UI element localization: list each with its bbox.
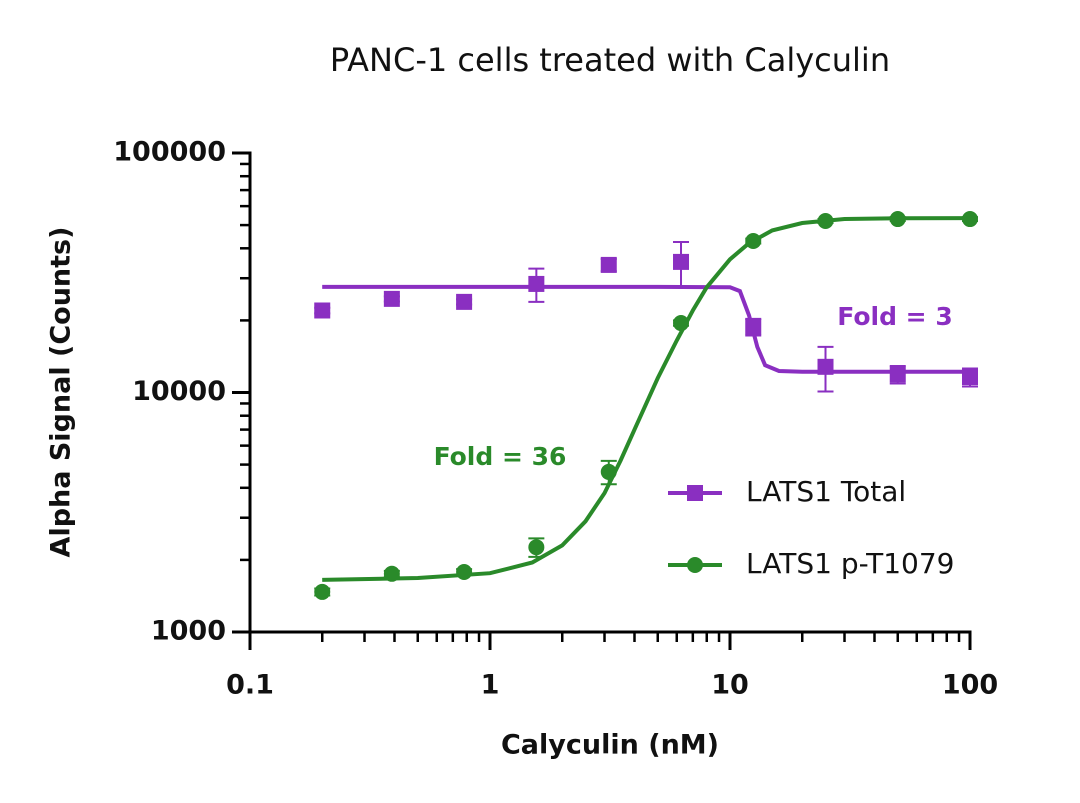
- data-point: [745, 233, 762, 250]
- data-point: [817, 358, 834, 375]
- data-point: [456, 564, 473, 581]
- data-point: [962, 211, 978, 228]
- x-tick-label: 0.1: [226, 670, 274, 701]
- legend-marker: [687, 485, 703, 501]
- y-tick-label: 1000: [151, 616, 226, 647]
- data-point: [456, 293, 473, 310]
- data-point: [383, 565, 400, 582]
- x-tick-label: 1: [481, 670, 500, 701]
- data-point: [962, 369, 978, 386]
- x-tick-label: 10: [711, 670, 749, 701]
- x-tick-label: 100: [942, 670, 998, 701]
- x-axis-label: Calyculin (nM): [501, 730, 719, 761]
- data-point: [600, 256, 617, 273]
- legend-label: LATS1 p-T1079: [746, 547, 954, 580]
- data-point: [889, 211, 906, 228]
- legend-marker: [687, 557, 703, 573]
- data-point: [528, 539, 545, 556]
- data-point: [817, 213, 834, 230]
- data-point: [383, 290, 400, 307]
- chart-title: PANC-1 cells treated with Calyculin: [330, 41, 890, 79]
- y-axis-label: Alpha Signal (Counts): [46, 227, 77, 558]
- data-point: [673, 253, 690, 270]
- data-point: [745, 318, 762, 335]
- y-tick-label: 100000: [113, 137, 226, 168]
- data-point: [889, 366, 906, 383]
- y-tick-label: 10000: [132, 376, 226, 407]
- data-point: [314, 583, 331, 600]
- fit-curve: [322, 216, 971, 582]
- data-point: [528, 275, 545, 292]
- legend-label: LATS1 Total: [746, 475, 906, 508]
- annotation: Fold = 3: [837, 302, 952, 331]
- data-point: [673, 315, 690, 332]
- data-point: [600, 463, 617, 480]
- annotation: Fold = 36: [434, 442, 567, 471]
- data-point: [314, 302, 331, 319]
